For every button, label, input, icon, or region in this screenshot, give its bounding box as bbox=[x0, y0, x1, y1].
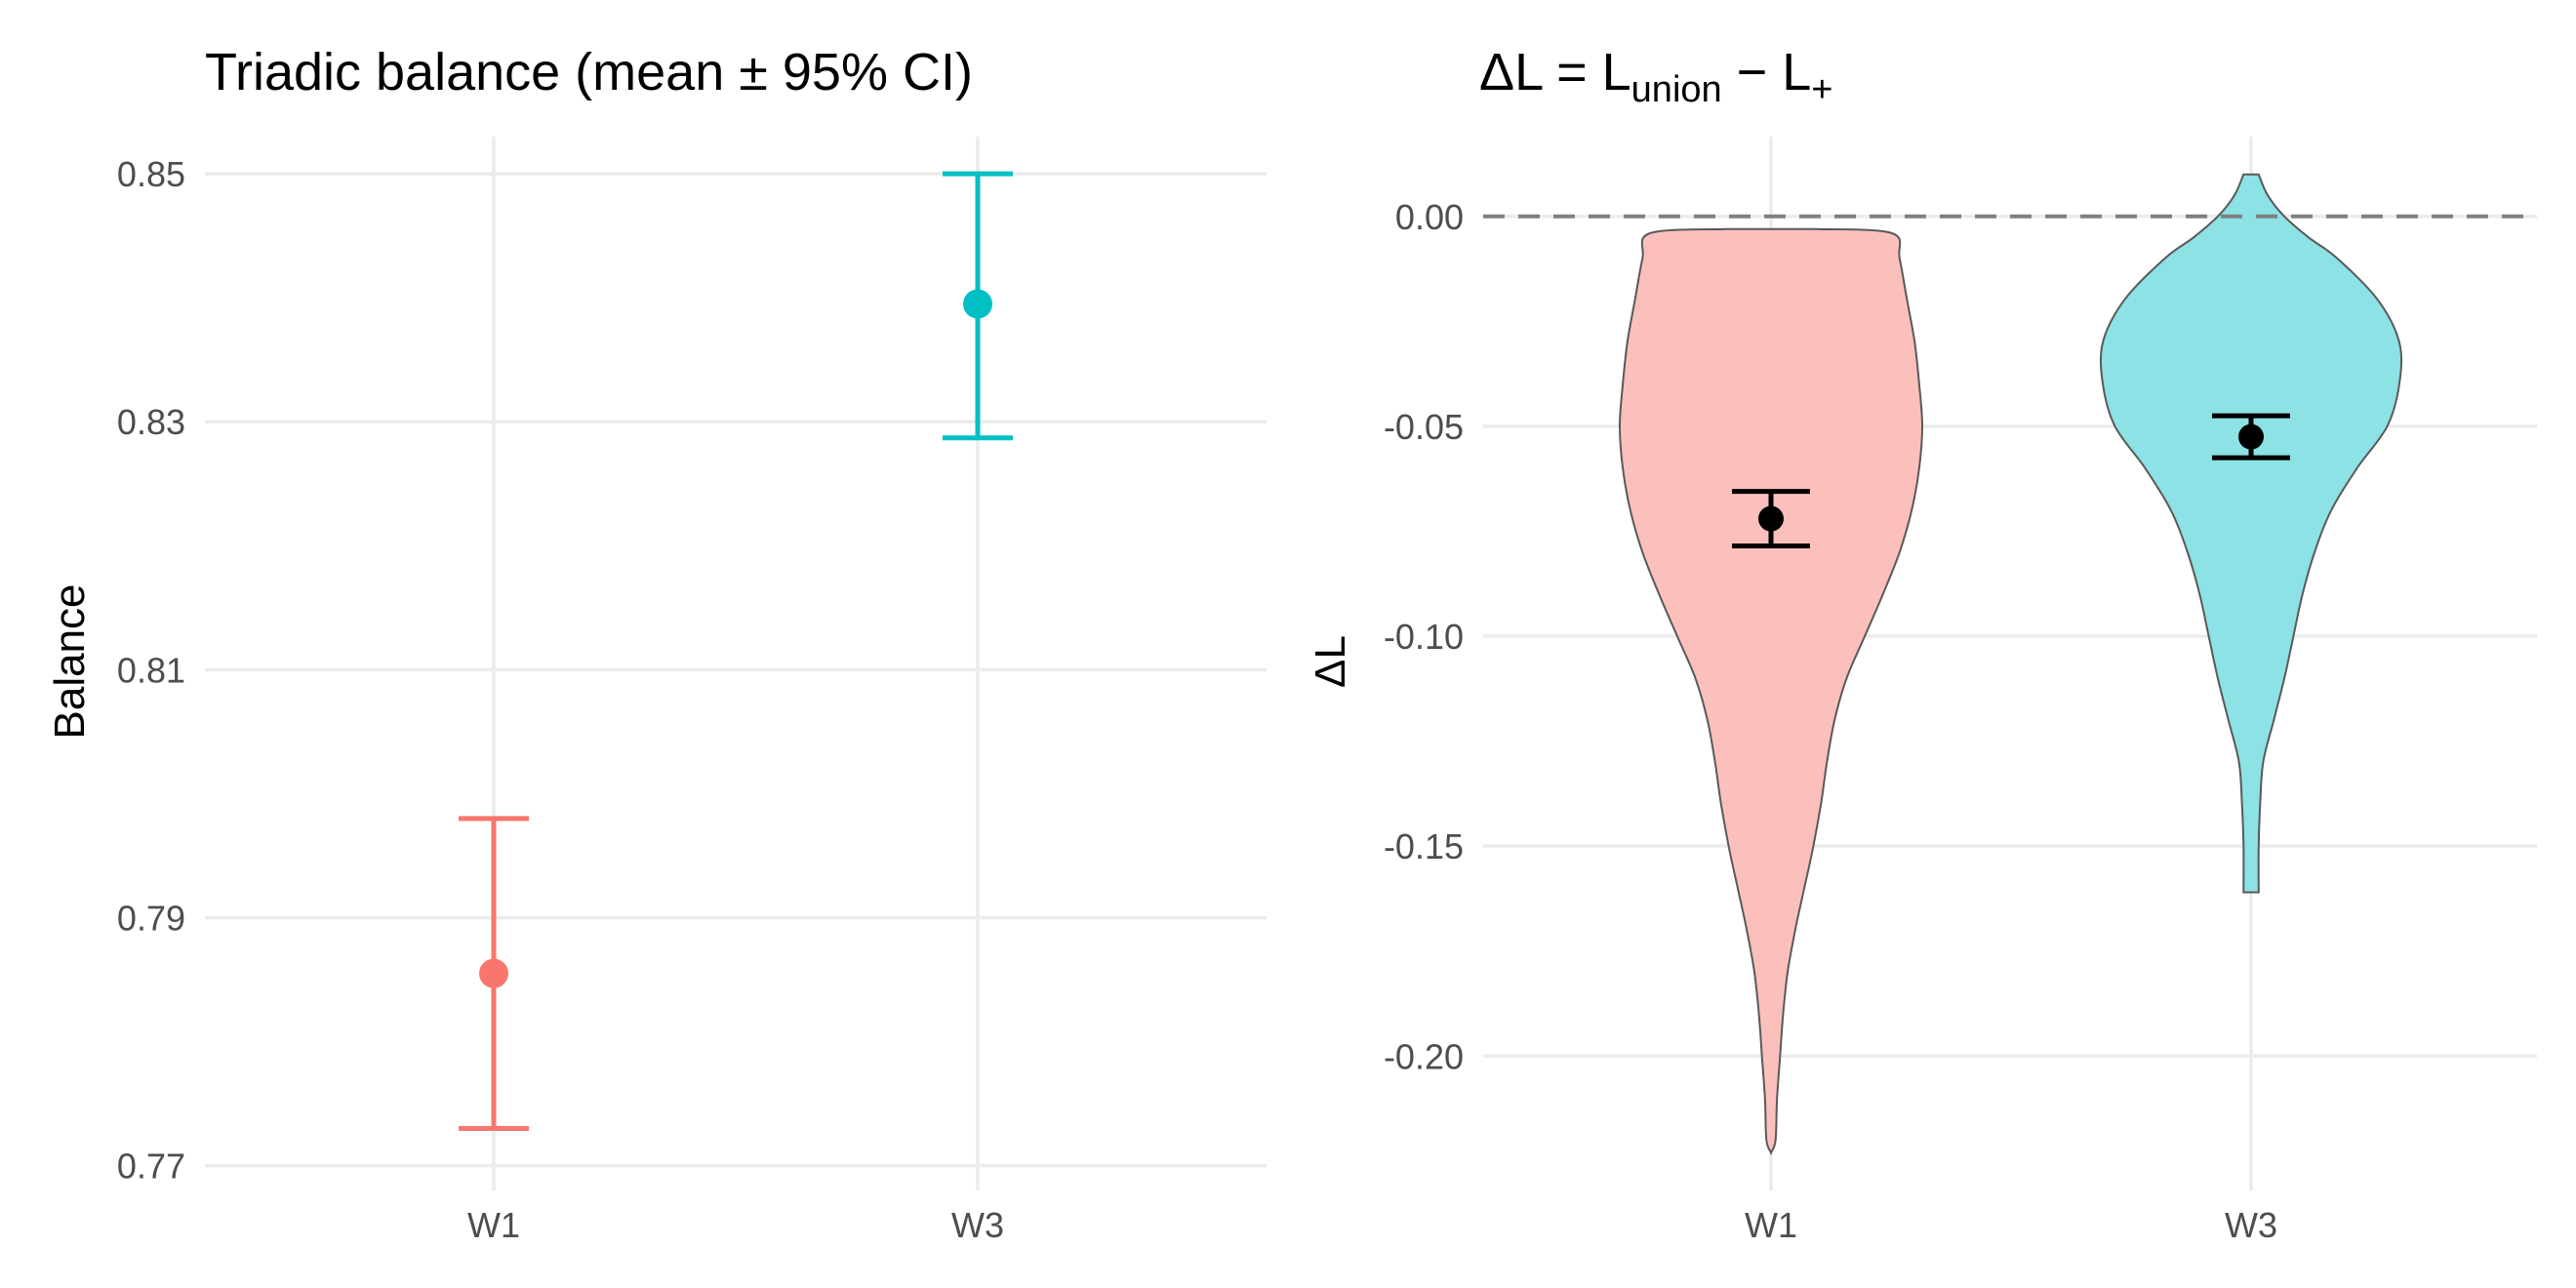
balance-y-tick-0.81: 0.81 bbox=[117, 650, 185, 690]
delta-l-x-tick-labels: W1 W3 bbox=[1745, 1205, 2277, 1245]
balance-panel: Triadic balance (mean ± 95% CI) Balance … bbox=[46, 43, 1267, 1245]
balance-mean-point-W1 bbox=[479, 958, 508, 988]
balance-y-tick-0.79: 0.79 bbox=[117, 898, 185, 938]
delta-l-x-tick-W1: W1 bbox=[1745, 1205, 1797, 1245]
balance-y-tick-0.77: 0.77 bbox=[117, 1147, 185, 1187]
balance-gridlines bbox=[205, 137, 1267, 1190]
delta-l-violin-W3 bbox=[2099, 173, 2403, 894]
delta-l-y-tick-labels: -0.20 -0.15 -0.10 -0.05 0.00 bbox=[1384, 197, 1464, 1077]
delta-l-title-sub-union: union bbox=[1631, 69, 1722, 110]
balance-y-tick-labels: 0.77 0.79 0.81 0.83 0.85 bbox=[117, 154, 185, 1186]
delta-l-chart-title: ΔL = Lunion − L+ bbox=[1479, 43, 1832, 110]
delta-l-x-tick-W3: W3 bbox=[2225, 1205, 2277, 1245]
delta-l-title-mid: − L bbox=[1722, 43, 1812, 101]
balance-y-tick-0.83: 0.83 bbox=[117, 402, 185, 442]
delta-l-violin-W1 bbox=[1618, 227, 1924, 1156]
delta-l-mean-markers bbox=[1732, 413, 2290, 549]
balance-x-tick-W3: W3 bbox=[951, 1205, 1004, 1245]
delta-l-title-main: ΔL = L bbox=[1479, 43, 1631, 101]
balance-x-tick-W1: W1 bbox=[467, 1205, 520, 1245]
delta-l-y-tick--0.10: -0.10 bbox=[1384, 617, 1464, 657]
delta-l-y-tick--0.05: -0.05 bbox=[1384, 407, 1464, 447]
delta-l-mean-point-W1 bbox=[1758, 505, 1784, 532]
delta-l-y-tick--0.20: -0.20 bbox=[1384, 1036, 1464, 1076]
delta-l-y-axis-title: ΔL bbox=[1307, 635, 1354, 688]
balance-x-tick-labels: W1 W3 bbox=[467, 1205, 1004, 1245]
delta-l-title-sub-plus: + bbox=[1811, 69, 1832, 110]
balance-chart-title: Triadic balance (mean ± 95% CI) bbox=[205, 43, 973, 101]
delta-l-mean-point-W3 bbox=[2238, 423, 2264, 450]
delta-l-y-tick-0.00: 0.00 bbox=[1395, 197, 1464, 237]
delta-l-y-tick--0.15: -0.15 bbox=[1384, 826, 1464, 866]
balance-mean-point-W3 bbox=[963, 289, 992, 319]
delta-l-violins bbox=[1618, 173, 2403, 1156]
balance-error-bars bbox=[459, 171, 1013, 1131]
delta-l-panel: ΔL = Lunion − L+ ΔL -0.20 -0.15 -0.10 -0.05… bbox=[1307, 43, 2537, 1245]
balance-y-axis-title: Balance bbox=[46, 584, 94, 739]
balance-y-tick-0.85: 0.85 bbox=[117, 154, 185, 194]
